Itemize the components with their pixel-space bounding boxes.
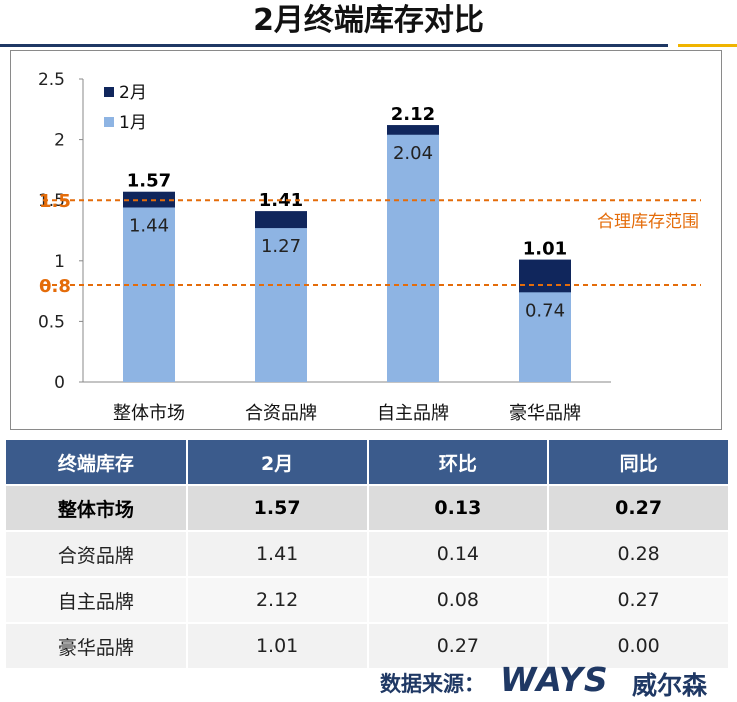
ways-logo: WAYS	[500, 660, 609, 699]
header-inventory: 终端库存	[6, 440, 188, 485]
cell-feb: 1.57	[186, 484, 369, 531]
cell-mom: 0.13	[367, 484, 550, 531]
legend-label-jan: 1月	[119, 113, 147, 133]
bar-jan	[123, 207, 175, 382]
bar-jan	[519, 292, 571, 382]
bar-jan	[387, 134, 439, 382]
data-label-feb: 2.12	[391, 104, 435, 125]
cell-yoy: 0.28	[548, 530, 730, 577]
table-header-row: 终端库存 2月 环比 同比	[6, 440, 730, 485]
title-underline-gold	[678, 44, 737, 47]
page-title: 2月终端库存对比	[253, 3, 484, 38]
inventory-bar-chart: 00.511.522.51.571.44整体市场1.411.27合资品牌2.12…	[38, 70, 701, 424]
cell-mom: 0.14	[367, 530, 550, 577]
y-tick-label: 1.5	[38, 191, 65, 211]
y-tick-label: 2.5	[38, 70, 65, 90]
data-label-feb: 1.01	[523, 239, 567, 260]
legend-swatch-feb	[104, 87, 114, 97]
cell-mom: 0.27	[367, 622, 550, 668]
header-mom: 环比	[367, 440, 550, 485]
cell-segment: 豪华品牌	[6, 622, 188, 668]
cell-mom: 0.08	[367, 576, 550, 623]
data-label-jan: 2.04	[393, 143, 433, 164]
table-row: 自主品牌 2.12 0.08 0.27	[6, 576, 730, 623]
cell-yoy: 0.00	[548, 622, 730, 668]
reference-line-label: 0.8	[39, 276, 71, 297]
x-category-label: 自主品牌	[377, 403, 449, 424]
x-category-label: 豪华品牌	[509, 403, 581, 424]
data-label-feb: 1.57	[127, 171, 171, 192]
cell-feb: 1.41	[186, 530, 369, 577]
cell-feb: 2.12	[186, 576, 369, 623]
cell-segment: 整体市场	[6, 484, 188, 531]
data-label-jan: 1.27	[261, 236, 301, 257]
y-tick-label: 1	[54, 252, 65, 272]
title-underline-blue	[0, 44, 668, 47]
data-label-jan: 1.44	[129, 215, 169, 236]
table-row: 整体市场 1.57 0.13 0.27	[6, 484, 730, 531]
header-yoy: 同比	[548, 440, 730, 485]
ways-logo-cn: 威尔森	[632, 671, 708, 700]
cell-yoy: 0.27	[548, 576, 730, 623]
y-tick-label: 0.5	[38, 312, 65, 332]
cell-yoy: 0.27	[548, 484, 730, 531]
inventory-table: 终端库存 2月 环比 同比 整体市场 1.57 0.13 0.27 合资品牌 1…	[6, 440, 730, 668]
cell-segment: 合资品牌	[6, 530, 188, 577]
x-category-label: 合资品牌	[245, 403, 317, 424]
table-row: 豪华品牌 1.01 0.27 0.00	[6, 622, 730, 668]
cell-feb: 1.01	[186, 622, 369, 668]
reference-line-label: 1.5	[39, 191, 71, 212]
reference-band-label: 合理库存范围	[597, 212, 699, 232]
y-tick-label: 0	[54, 373, 65, 393]
bar-jan	[255, 228, 307, 382]
header-feb: 2月	[186, 440, 369, 485]
y-tick-label: 2	[54, 131, 65, 151]
legend-label-feb: 2月	[119, 83, 147, 103]
legend-swatch-jan	[104, 117, 114, 127]
x-category-label: 整体市场	[113, 403, 185, 424]
table-row: 合资品牌 1.41 0.14 0.28	[6, 530, 730, 577]
source-label: 数据来源：	[380, 672, 485, 696]
cell-segment: 自主品牌	[6, 576, 188, 623]
data-label-jan: 0.74	[525, 300, 565, 321]
chart-frame: 0 0.5 1 1.5 2 2.5 1.57 1.44 整体市场 1.41 1.27 合资品牌 2.12…	[10, 50, 722, 430]
